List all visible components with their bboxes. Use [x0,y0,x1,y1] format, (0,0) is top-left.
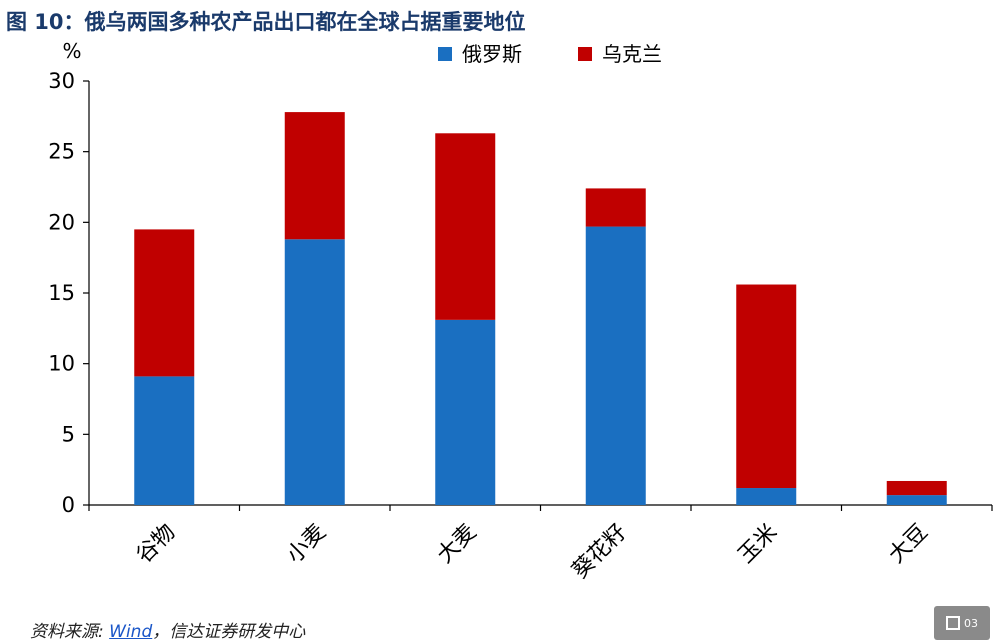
bar-ukraine [134,229,195,377]
bar-ukraine [886,480,947,496]
legend-label: 乌克兰 [602,42,662,66]
source-prefix: 资料来源: [30,622,110,642]
x-tick-label: 谷物 [132,520,181,569]
bar-russia [284,239,345,505]
y-tick-label: 25 [48,140,75,164]
x-tick-label: 大麦 [433,520,482,569]
bar-ukraine [435,133,496,320]
bar-russia [435,319,496,505]
y-tick-label: 20 [48,210,75,234]
x-tick-label: 大豆 [884,520,933,569]
y-tick-label: 15 [48,281,75,305]
chart-title: 图 10：俄乌两国多种农产品出口都在全球占据重要地位 [6,10,526,34]
bar-ukraine [284,112,345,240]
qr-square-icon [946,616,960,630]
legend-swatch-russia [438,47,452,61]
bar-russia [585,226,646,505]
x-tick-label: 葵花籽 [568,520,632,584]
bar-ukraine [585,188,646,227]
x-tick-label: 小麦 [282,520,331,569]
bar-ukraine [736,284,797,489]
legend-label: 俄罗斯 [462,42,522,66]
bar-russia [886,495,947,505]
source-note: 资料来源: Wind，信达证券研发中心 [30,617,305,642]
y-axis-unit: % [62,39,81,63]
y-tick-label: 5 [62,422,75,446]
source-suffix: ，信达证券研发中心 [152,622,306,642]
source-link[interactable]: Wind [109,622,153,642]
bar-russia [134,376,195,505]
page-badge[interactable]: 03 [934,606,990,640]
legend-swatch-ukraine [578,47,592,61]
bar-russia [736,488,797,505]
y-tick-label: 10 [48,352,75,376]
page-badge-label: 03 [964,616,978,630]
x-tick-label: 玉米 [734,520,783,569]
y-tick-label: 0 [62,493,75,517]
y-tick-label: 30 [48,69,75,93]
